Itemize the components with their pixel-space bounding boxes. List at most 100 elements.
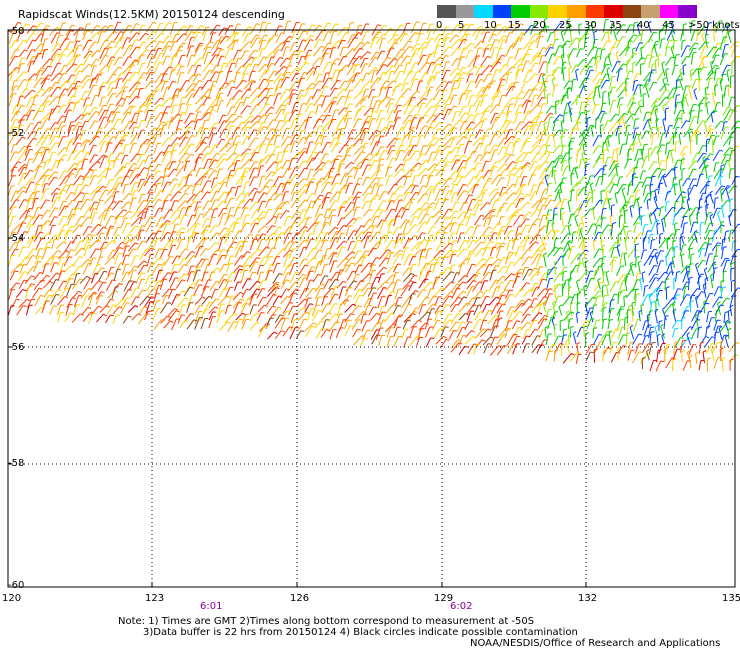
wind-barb — [528, 104, 538, 115]
wind-barb-flag — [285, 88, 290, 91]
wind-barb — [594, 56, 598, 66]
wind-barb — [216, 168, 220, 179]
wind-barb-flag — [32, 216, 37, 219]
wind-barb-flag — [640, 232, 644, 235]
wind-barb-flag — [559, 181, 564, 185]
wind-barb-flag — [634, 142, 639, 144]
wind-barb — [531, 200, 539, 209]
wind-barb-flag — [619, 103, 624, 106]
wind-barb — [305, 82, 313, 91]
wind-barb-flag — [177, 113, 182, 117]
wind-barb-flag — [152, 40, 157, 43]
wind-barb-flag — [502, 146, 507, 148]
wind-barb-flag — [191, 143, 195, 146]
wind-barb-flag — [544, 174, 549, 178]
wind-barb — [344, 48, 354, 58]
wind-barb-flag — [480, 79, 485, 81]
wind-barb-flag — [336, 142, 341, 145]
wind-barb — [72, 175, 81, 186]
wind-barb — [330, 109, 336, 121]
wind-barb — [107, 60, 113, 73]
wind-barb — [602, 135, 609, 147]
wind-barb-flag — [231, 59, 235, 62]
wind-barb — [705, 103, 709, 115]
wind-barb — [240, 121, 249, 132]
wind-barb — [50, 197, 58, 209]
wind-barb-flag — [565, 129, 569, 131]
wind-barb — [513, 112, 519, 124]
wind-barb — [544, 47, 551, 57]
wind-barb-flag — [320, 94, 325, 97]
wind-barb — [10, 190, 17, 203]
wind-barb — [162, 35, 169, 44]
wind-barb-flag — [457, 24, 461, 27]
wind-barb-flag — [218, 47, 222, 50]
wind-barb-flag — [605, 190, 610, 193]
wind-barb — [409, 90, 417, 100]
wind-barb — [714, 185, 723, 195]
wind-barb-flag — [103, 81, 108, 84]
wind-barb-flag — [319, 80, 323, 83]
wind-barb — [543, 88, 546, 99]
wind-barb — [160, 232, 168, 242]
wind-barb — [297, 167, 305, 179]
wind-barb-flag — [694, 42, 699, 45]
wind-barb — [130, 216, 141, 227]
wind-barb-flag — [129, 169, 134, 172]
wind-barb-flag — [633, 93, 637, 96]
wind-barb-flag — [713, 26, 717, 30]
wind-barb-flag — [537, 144, 541, 148]
wind-barb-flag — [480, 40, 485, 43]
wind-barb-flag — [254, 161, 259, 163]
wind-barb-flag — [397, 138, 402, 140]
wind-barb-flag — [88, 226, 92, 228]
wind-barb-flag — [367, 192, 372, 195]
wind-barb — [339, 173, 346, 185]
wind-barb — [621, 189, 627, 202]
wind-barb — [459, 121, 465, 132]
wind-barb-flag — [216, 152, 221, 155]
wind-barb — [552, 129, 560, 138]
wind-barb — [670, 151, 674, 163]
wind-barb — [167, 81, 173, 90]
wind-barb-flag — [383, 71, 388, 74]
wind-barb — [240, 171, 245, 185]
wind-barb — [264, 199, 270, 209]
wind-barb-flag — [215, 224, 219, 228]
wind-barb — [90, 65, 95, 77]
wind-barb — [257, 87, 266, 98]
wind-barb — [571, 207, 579, 218]
wind-barb — [104, 240, 113, 249]
wind-barb-flag — [295, 167, 299, 169]
wind-barb — [575, 70, 578, 81]
wind-barb — [18, 58, 23, 68]
wind-barb-flag — [682, 64, 687, 67]
wind-barb — [433, 45, 438, 58]
wind-barb-flag — [47, 220, 52, 223]
wind-barb-flag — [22, 39, 27, 42]
wind-barb-flag — [154, 89, 158, 93]
wind-barb — [145, 89, 155, 100]
wind-barb-flag — [542, 197, 547, 200]
wind-barb — [216, 56, 222, 67]
wind-barb — [25, 96, 32, 109]
wind-barb — [159, 112, 165, 123]
wind-barb — [67, 87, 74, 97]
wind-barb-flag — [17, 103, 21, 105]
wind-barb-flag — [488, 169, 493, 172]
wind-barb — [352, 64, 357, 74]
wind-barb — [335, 118, 344, 130]
wind-barb — [314, 161, 324, 171]
wind-barb — [634, 149, 639, 162]
wind-barb — [400, 82, 407, 92]
wind-barb — [370, 141, 378, 154]
wind-barb — [232, 168, 239, 178]
wind-barb-flag — [135, 167, 140, 170]
wind-barb-flag — [65, 184, 70, 187]
wind-barb-flag — [269, 179, 274, 182]
wind-barb — [418, 23, 424, 35]
wind-barb-flag — [343, 88, 348, 91]
wind-barb-flag — [673, 39, 678, 42]
wind-barb-flag — [526, 53, 530, 56]
wind-barb — [480, 135, 486, 148]
